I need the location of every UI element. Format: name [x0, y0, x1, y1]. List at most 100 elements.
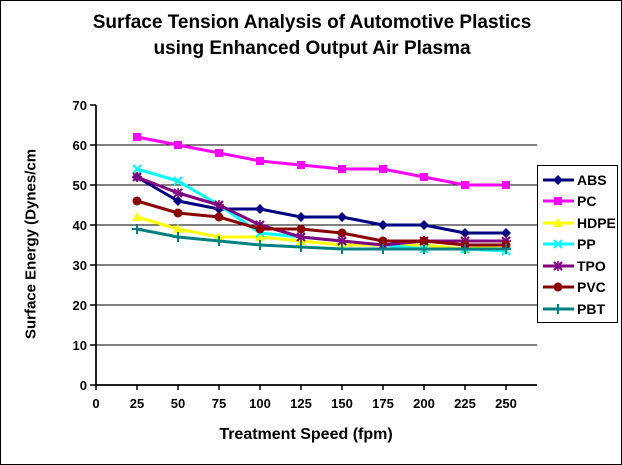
x-marker-PP-25: [132, 164, 142, 174]
plus-marker-PBT-125: [296, 242, 306, 252]
legend-marker-PVC: [553, 282, 563, 292]
legend-label-PC: PC: [577, 193, 597, 209]
triangle-marker-HDPE-25: [132, 212, 142, 221]
triangle-marker-HDPE-50: [173, 224, 183, 233]
plus-marker-PBT-200: [419, 244, 429, 254]
legend-item-TPO: TPO: [538, 256, 617, 276]
legend-marker-PBT: [553, 303, 563, 314]
y-tick-label-20: 20: [73, 298, 87, 313]
diamond-marker-ABS-200: [419, 220, 429, 230]
triangle-marker-HDPE-50: [173, 224, 183, 233]
diamond-marker-ABS-250: [501, 228, 511, 238]
triangle-legend-swatch-HDPE: [543, 217, 574, 227]
x-tick-label-225: 225: [454, 396, 476, 411]
legend-label-HDPE: HDPE: [577, 214, 616, 231]
x-tick-label-25: 25: [130, 396, 144, 411]
circle-marker-PVC-150: [337, 228, 347, 238]
circle-marker-PVC-25: [132, 196, 142, 206]
legend-label-TPO: TPO: [577, 257, 606, 274]
plus-marker-PBT-150: [337, 244, 347, 254]
diamond-marker-ABS-100: [255, 204, 265, 214]
y-tick-label-0: 0: [80, 378, 87, 393]
x-tick-label-0: 0: [92, 396, 99, 411]
circle-marker-PVC-50: [173, 208, 183, 218]
triangle-marker-HDPE-100: [255, 232, 265, 241]
square-marker-PC-225: [461, 181, 469, 189]
star-legend-swatch-TPO: [543, 260, 574, 271]
x-tick-label-75: 75: [212, 396, 226, 411]
series-line-PVC: [135, 199, 508, 247]
plus-marker-PBT-100: [255, 240, 265, 250]
square-marker-PC-125: [297, 161, 305, 169]
chart-title-line-1: Surface Tension Analysis of Automotive P…: [92, 12, 532, 33]
circle-marker-PVC-200: [419, 236, 429, 246]
chart-title: Surface Tension Analysis of Automotive P…: [1, 10, 621, 62]
legend-marker-PVC: [553, 282, 563, 292]
square-marker-PC-175: [379, 165, 387, 173]
legend-marker-ABS: [553, 174, 563, 185]
square-marker-PC-25: [133, 133, 141, 141]
square-legend-swatch-PC: [543, 197, 574, 205]
circle-marker-PVC-100: [255, 224, 265, 234]
circle-marker-PVC-150: [337, 228, 347, 238]
x-tick-label-125: 125: [290, 396, 312, 411]
legend-marker-HDPE: [553, 217, 563, 227]
circle-marker-PVC-125: [296, 224, 306, 234]
plus-marker-PBT-75: [214, 236, 224, 246]
x-legend-swatch-PP: [543, 239, 574, 249]
x-tick-label-150: 150: [331, 396, 353, 411]
x-marker-PP-25: [132, 164, 142, 174]
y-tick-label-40: 40: [73, 218, 87, 233]
legend-item-PVC: PVC: [538, 277, 617, 297]
square-marker-PC-100: [256, 157, 264, 165]
circle-marker-PVC-25: [132, 196, 142, 206]
series-line-ABS: [135, 175, 508, 235]
square-marker-PC-150: [338, 165, 346, 173]
x-tick-label-100: 100: [249, 396, 271, 411]
square-marker-PC-200: [420, 173, 428, 181]
square-marker-PC-250: [502, 181, 510, 189]
triangle-marker-HDPE-100: [255, 232, 265, 241]
series-line-PC: [135, 135, 508, 187]
plus-marker-PBT-50: [173, 232, 183, 242]
legend-item-PP: PP: [538, 234, 617, 254]
square-marker-PC-50: [174, 141, 182, 149]
square-marker-PC-150: [338, 165, 346, 173]
circle-marker-PVC-100: [255, 224, 265, 234]
legend-item-HDPE: HDPE: [538, 213, 617, 233]
legend: ABS PC HDPE PP TPO PVC PBT: [537, 165, 618, 323]
x-tick-label-200: 200: [413, 396, 435, 411]
legend-marker-ABS: [553, 174, 563, 185]
square-marker-PC-175: [379, 165, 387, 173]
square-marker-PC-75: [215, 149, 223, 157]
square-marker-PC-50: [174, 141, 182, 149]
x-tick-label-250: 250: [495, 396, 517, 411]
circle-marker-PVC-175: [378, 236, 388, 246]
circle-marker-PVC-175: [378, 236, 388, 246]
diamond-marker-ABS-150: [337, 212, 347, 222]
legend-marker-TPO: [553, 260, 563, 271]
star-marker-TPO-75: [214, 200, 224, 210]
diamond-marker-ABS-125: [296, 212, 306, 222]
plus-legend-swatch-PBT: [543, 303, 574, 314]
series-line-TPO: [135, 175, 508, 247]
x-tick-label-50: 50: [171, 396, 185, 411]
series-line-HDPE: [135, 215, 508, 251]
square-marker-PC-75: [215, 149, 223, 157]
y-tick-label-70: 70: [73, 98, 87, 113]
legend-marker-HDPE: [553, 217, 563, 227]
series-line-PBT: [135, 227, 508, 251]
plus-marker-PBT-250: [501, 244, 511, 254]
y-tick-label-50: 50: [73, 178, 87, 193]
legend-item-PBT: PBT: [538, 299, 617, 319]
circle-marker-PVC-125: [296, 224, 306, 234]
diamond-marker-ABS-50: [173, 196, 183, 206]
circle-legend-swatch-PVC: [543, 282, 574, 292]
star-marker-TPO-25: [132, 172, 142, 182]
legend-label-PVC: PVC: [577, 279, 606, 295]
square-marker-PC-250: [502, 181, 510, 189]
diamond-marker-ABS-200: [419, 220, 429, 230]
square-marker-PC-200: [420, 173, 428, 181]
legend-label-PBT: PBT: [577, 300, 605, 317]
